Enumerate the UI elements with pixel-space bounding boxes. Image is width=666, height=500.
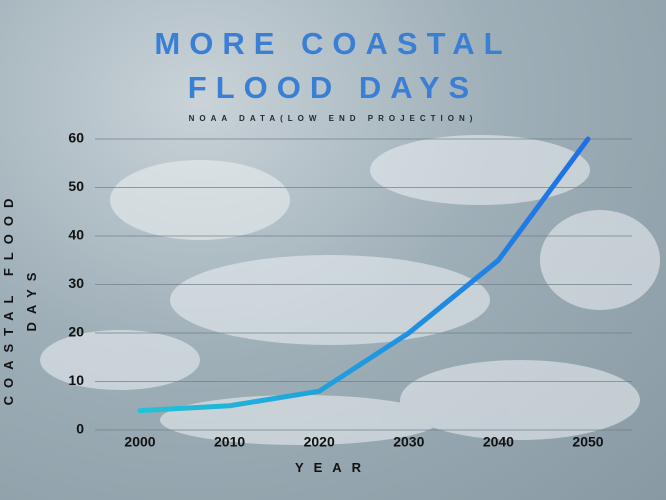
y-tick-label: 10	[68, 372, 84, 388]
y-tick-label: 60	[68, 130, 84, 146]
x-tick-label: 2050	[572, 434, 603, 450]
y-tick-label: 50	[68, 178, 84, 194]
x-tick-label: 2040	[483, 434, 514, 450]
line	[137, 136, 591, 414]
x-tick-label: 2010	[214, 434, 245, 450]
y-tick-label: 0	[76, 421, 84, 437]
x-tick-label: 2030	[393, 434, 424, 450]
y-tick-label: 30	[68, 275, 84, 291]
x-axis-label: YEAR	[294, 460, 372, 475]
chart-subtitle: NOAA DATA(LOW END PROJECTION)	[188, 114, 478, 123]
y-tick-label: 20	[68, 324, 84, 340]
y-tick-label: 40	[68, 227, 84, 243]
x-tick-label: 2000	[124, 434, 155, 450]
y-axis-label: COASTAL FLOOD DAYS	[1, 190, 39, 406]
foam	[40, 135, 660, 445]
chart-title: MORE COASTAL FLOOD DAYS	[154, 26, 512, 105]
x-tick-label: 2020	[304, 434, 335, 450]
